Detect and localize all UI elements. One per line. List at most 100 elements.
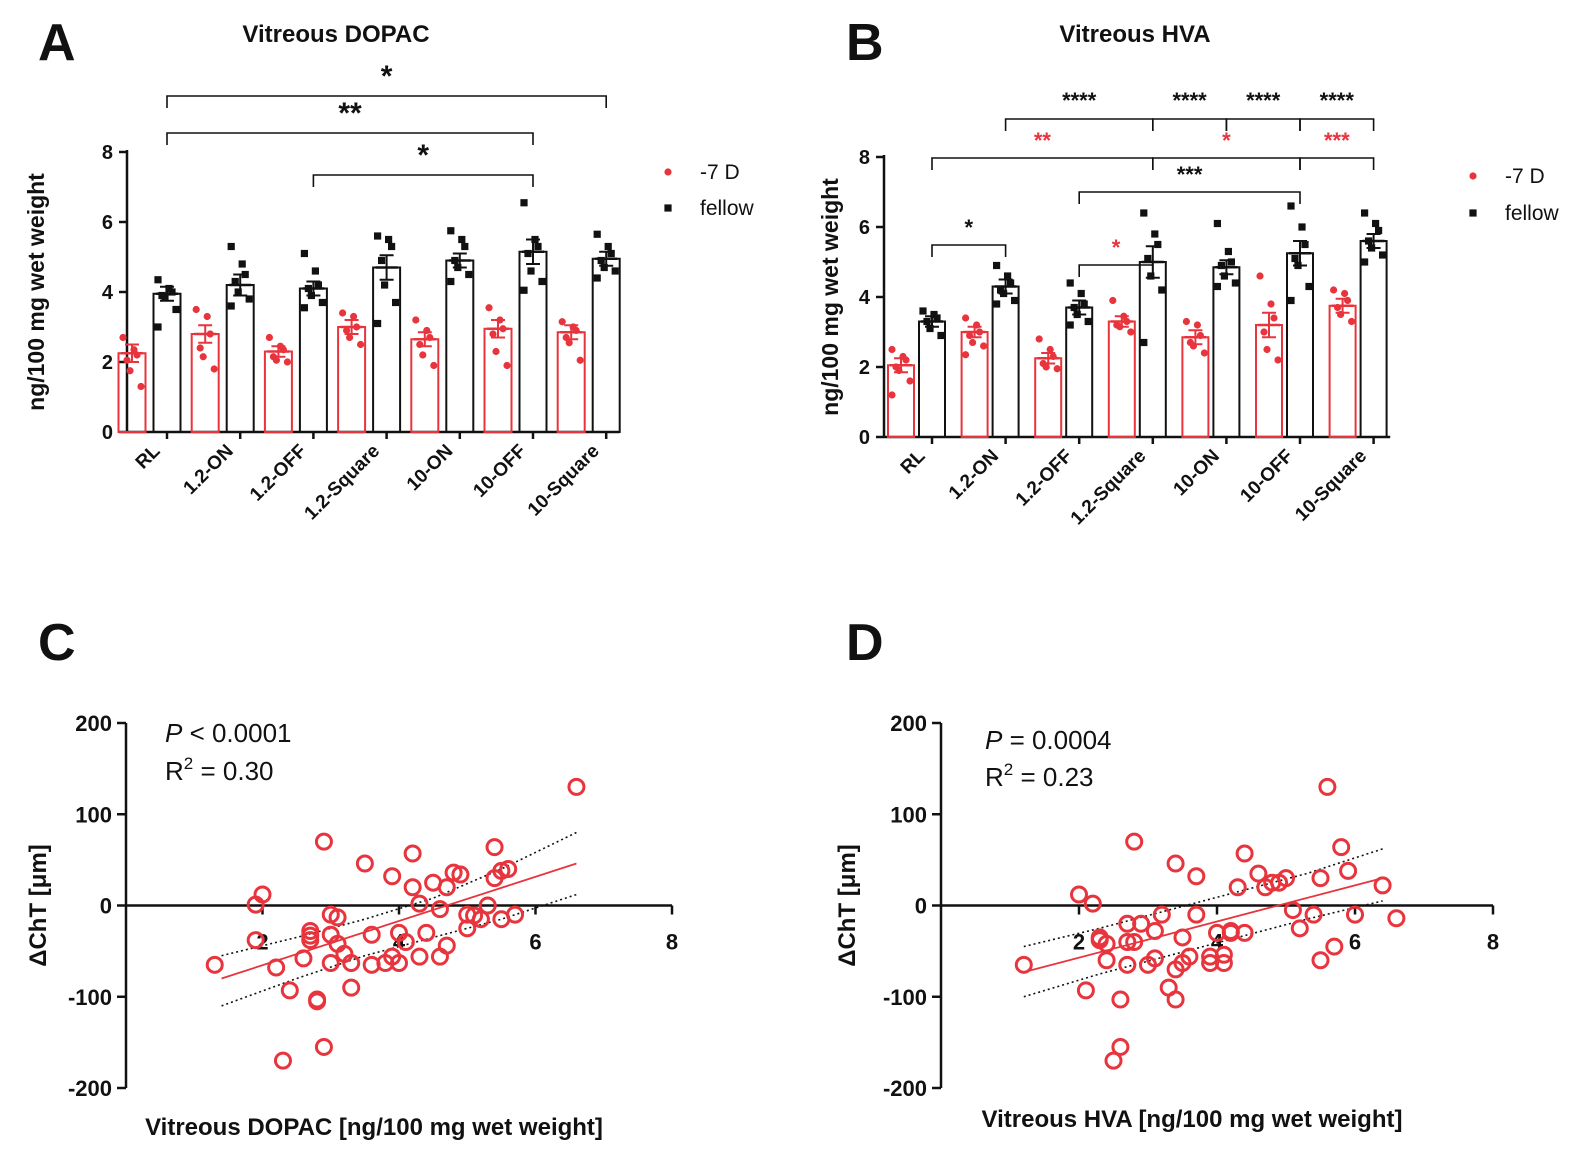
chart-b-ytick-label-8: 8 <box>859 147 870 169</box>
chart-d-point-49 <box>1311 951 1330 970</box>
chart-d-point-29 <box>1187 867 1206 886</box>
chart-a-point-fellow-10-square-3 <box>597 256 605 265</box>
chart-b-point-fellow-1-2-on-5 <box>1011 296 1019 305</box>
chart-b-point-fellow-1-2-square-5 <box>1158 286 1166 294</box>
chart-d-point-14 <box>1125 832 1144 851</box>
chart-a-ytick-label-4: 4 <box>102 282 114 304</box>
chart-d-xtick-label-6: 6 <box>1349 930 1361 955</box>
chart-a-point-fellow-1-2-off-0 <box>300 249 308 258</box>
chart-a-bar-fellow-rl <box>152 292 182 433</box>
chart-a-point-7-d-1-2-off-0 <box>265 333 273 342</box>
chart-c-point-32 <box>403 878 422 897</box>
chart-a-point-fellow-10-square-1 <box>604 242 612 251</box>
chart-b-sig-bracket-5 <box>1152 157 1301 170</box>
chart-b-point-7-d-10-square-5 <box>1348 317 1356 326</box>
chart-b-ytick-label-6: 6 <box>859 217 870 239</box>
chart-b-point-7-d-10-square-1 <box>1341 289 1349 298</box>
chart-c-point-28 <box>383 867 402 886</box>
chart-b-point-7-d-10-square-3 <box>1334 303 1342 312</box>
chart-a-point-fellow-1-2-off-5 <box>318 298 326 307</box>
chart-b-sig-label-0: **** <box>1062 88 1097 113</box>
chart-a-point-fellow-10-off-0 <box>520 199 528 207</box>
chart-b-point-fellow-10-off-3 <box>1291 254 1299 263</box>
chart-a-point-7-d-rl-0 <box>119 333 127 342</box>
chart-a-point-fellow-1-2-off-1 <box>311 267 319 275</box>
chart-d-point-48 <box>1311 869 1330 888</box>
chart-b-point-7-d-10-off-2 <box>1270 314 1278 322</box>
chart-b-point-fellow-rl-3 <box>923 317 931 326</box>
chart-b-point-fellow-10-off-0 <box>1287 202 1295 210</box>
chart-b-point-fellow-10-off-5 <box>1305 282 1313 291</box>
chart-d-point-28 <box>1187 905 1206 924</box>
chart-b-point-7-d-1-2-on-4 <box>969 338 977 347</box>
chart-b-point-fellow-1-2-square-2 <box>1154 240 1162 249</box>
chart-b-sig-bracket-2 <box>1225 118 1301 131</box>
chart-c-ytick-label-200: 200 <box>75 711 112 736</box>
chart-a-xtick-label-1-2-off: 1.2-OFF <box>246 441 311 506</box>
chart-a-point-fellow-10-square-5 <box>611 267 619 275</box>
chart-a-bar-fellow-10-square <box>591 257 621 433</box>
chart-a-legend-marker-fellow <box>664 204 672 212</box>
chart-d-point-3 <box>1083 894 1102 913</box>
chart-a-ylabel: ng/100 mg wet weight <box>23 173 49 411</box>
chart-d-point-13 <box>1118 933 1137 951</box>
chart-a-sig-label-0: * <box>381 60 393 93</box>
chart-b-point-7-d-1-2-off-0 <box>1035 335 1043 343</box>
chart-b-sig-bracket-0 <box>1004 118 1154 131</box>
chart-b-point-7-d-1-2-square-4 <box>1116 323 1124 331</box>
chart-b-point-fellow-10-off-6 <box>1287 296 1295 305</box>
chart-b-point-fellow-1-2-off-0 <box>1066 279 1074 287</box>
chart-b-point-fellow-1-2-on-2 <box>1007 279 1015 287</box>
chart-d-point-46 <box>1290 919 1309 938</box>
chart-d-ci-lower <box>1023 900 1383 998</box>
chart-a-point-7-d-1-2-off-5 <box>283 358 291 366</box>
chart-a-point-fellow-10-on-3 <box>451 256 459 265</box>
chart-c-point-1 <box>246 931 265 950</box>
chart-b-sig-label-8: * <box>965 215 974 240</box>
chart-c-point-24 <box>362 925 381 944</box>
chart-d-point-45 <box>1283 901 1302 920</box>
chart-b-point-7-d-10-square-0 <box>1330 286 1338 294</box>
chart-a-point-7-d-1-2-square-1 <box>350 312 358 321</box>
chart-a-point-7-d-10-off-4 <box>492 347 500 356</box>
chart-a-point-7-d-rl-5 <box>137 382 145 391</box>
chart-b-point-7-d-10-square-2 <box>1344 296 1352 305</box>
chart-b-ytick-label-2: 2 <box>859 357 870 379</box>
chart-a-point-fellow-1-2-on-4 <box>234 288 242 296</box>
chart-b-sig-bracket-4 <box>931 157 1154 170</box>
chart-a-point-fellow-rl-6 <box>154 323 162 331</box>
chart-b-point-fellow-1-2-on-1 <box>1004 272 1012 280</box>
chart-b-point-7-d-1-2-square-2 <box>1123 317 1131 326</box>
chart-b-point-7-d-10-square-4 <box>1337 310 1345 319</box>
chart-a-point-fellow-1-2-square-4 <box>381 281 389 289</box>
chart-a-point-7-d-10-off-2 <box>499 325 507 333</box>
chart-b-point-7-d-10-off-0 <box>1256 272 1264 280</box>
chart-c-point-12 <box>308 990 327 1009</box>
chart-c-point-31 <box>396 933 415 951</box>
chart-a-point-7-d-1-2-square-2 <box>353 323 361 331</box>
chart-b-sig-bracket-3 <box>1299 118 1375 131</box>
chart-b-point-fellow-10-on-3 <box>1217 261 1225 270</box>
chart-a-point-fellow-1-2-square-6 <box>374 319 382 328</box>
chart-c-xlabel: Vitreous DOPAC [ng/100 mg wet weight] <box>145 1114 603 1141</box>
chart-a-point-7-d-rl-3 <box>123 356 131 364</box>
chart-b-bar-7-d-10-square <box>1328 304 1357 438</box>
chart-b-point-fellow-1-2-square-6 <box>1140 338 1148 347</box>
chart-a-point-fellow-rl-4 <box>161 293 169 301</box>
chart-b-xtick-label-10-off: 10-OFF <box>1236 446 1297 507</box>
chart-d-ytick-label-0: 0 <box>915 894 927 919</box>
chart-b-point-fellow-10-on-1 <box>1224 247 1232 256</box>
chart-b-ylabel: ng/100 mg wet weight <box>817 178 843 416</box>
chart-d-point-52 <box>1332 838 1351 857</box>
chart-d-point-27 <box>1180 947 1199 966</box>
chart-d-point-10 <box>1111 990 1130 1009</box>
chart-b-point-7-d-1-2-off-5 <box>1053 365 1061 373</box>
chart-c-point-17 <box>321 953 340 972</box>
chart-b-sig-label-2: **** <box>1246 88 1281 113</box>
chart-b-xtick-label-rl: RL <box>897 445 930 478</box>
chart-b-sig-label-3: **** <box>1320 88 1355 113</box>
chart-a-point-fellow-1-2-square-3 <box>378 256 386 265</box>
chart-d-point-22 <box>1166 990 1185 1009</box>
chart-b-point-fellow-rl-5 <box>937 331 945 340</box>
